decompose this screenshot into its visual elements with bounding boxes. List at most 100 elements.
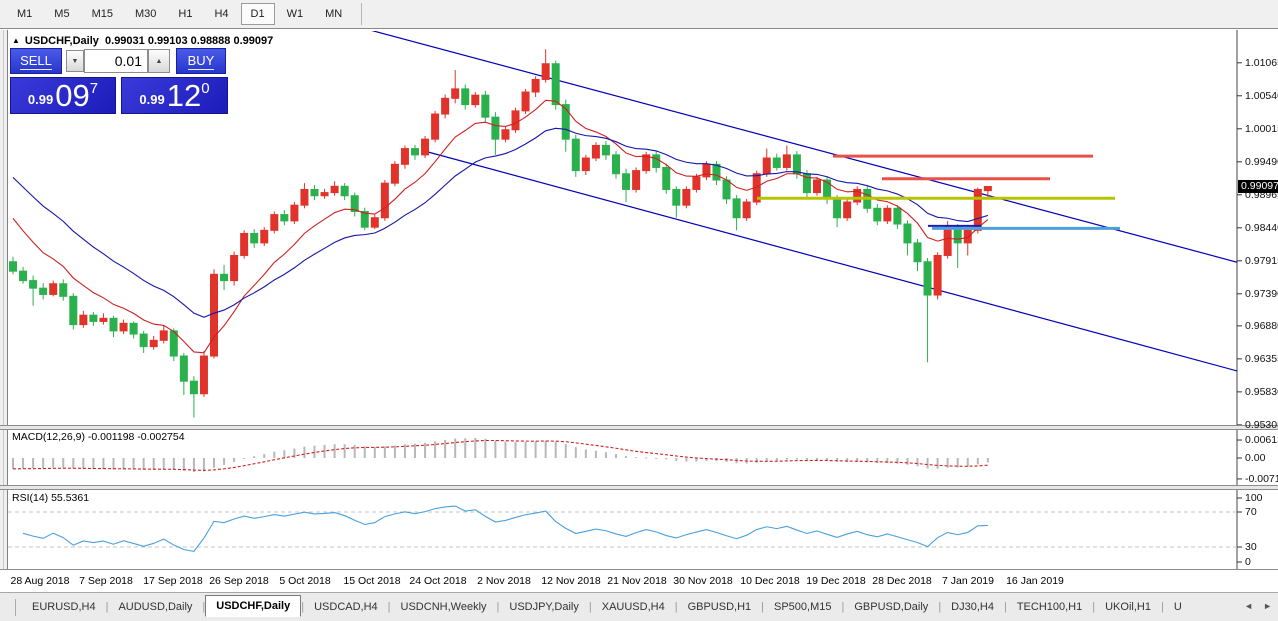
tab-u[interactable]: U — [1173, 601, 1182, 613]
macd-tick: 0.00 — [1245, 452, 1266, 464]
rsi-indicator-label: RSI(14) 55.5361 — [12, 492, 90, 504]
chart-tab-bar: EURUSD,H4 | AUDUSD,Daily | USDCHF,Daily | USDC… — [0, 593, 1278, 621]
tab-separator: | — [761, 601, 764, 613]
date-tick: 2 Nov 2018 — [477, 575, 531, 587]
ma-fast-line — [12, 99, 989, 354]
chevron-up-icon: ▲ — [155, 57, 163, 65]
pane-divider-rsi[interactable] — [0, 485, 1278, 490]
date-tick: 30 Nov 2018 — [673, 575, 733, 587]
volume-input[interactable]: 0.01 — [84, 49, 148, 73]
price-tick: 1.00540 — [1245, 89, 1278, 102]
tab-separator: | — [301, 601, 305, 613]
one-click-trading-panel: SELL ▼ 0.01 ▲ BUY 0.99 09 7 0.99 12 0 — [10, 48, 234, 114]
date-axis: 28 Aug 2018 7 Sep 2018 17 Sep 2018 26 Sep 2… — [0, 570, 1278, 592]
main-price-pane — [9, 30, 1240, 418]
timeframe-m30[interactable]: M30 — [134, 8, 157, 20]
tab-separator: | — [387, 601, 391, 613]
tab-xauusd-h4[interactable]: XAUUSD,H4 — [601, 601, 665, 613]
buy-price-display[interactable]: 0.99 12 0 — [121, 77, 228, 114]
tab-usdcnh-weekly[interactable]: USDCNH,Weekly — [400, 601, 487, 613]
date-tick: 12 Nov 2018 — [541, 575, 601, 587]
chevron-down-icon: ▼ — [71, 57, 79, 65]
timeframe-h1[interactable]: H1 — [178, 8, 193, 20]
window-left-border — [0, 30, 8, 569]
tab-scroll-left-icon[interactable]: ◄ — [1244, 601, 1254, 611]
tab-separator: | — [496, 601, 500, 613]
timeframe-h4[interactable]: H4 — [214, 8, 229, 20]
chart-graphics[interactable] — [0, 30, 1278, 621]
buy-button[interactable]: BUY — [176, 48, 226, 74]
rsi-tick: 0 — [1245, 556, 1251, 568]
trendline-channel[interactable] — [370, 30, 1240, 372]
current-price-badge: 0.99097 — [1238, 180, 1278, 193]
date-tick: 21 Nov 2018 — [607, 575, 667, 587]
rsi-tick: 100 — [1245, 492, 1263, 504]
tab-eurusd-h4[interactable]: EURUSD,H4 — [32, 601, 96, 613]
sell-button[interactable]: SELL — [10, 48, 62, 74]
tab-tech100-h1[interactable]: TECH100,H1 — [1016, 601, 1083, 613]
tab-separator: | — [674, 601, 678, 613]
chart-ohlc-values: 0.99031 0.99103 0.98888 0.99097 — [105, 35, 274, 47]
tab-separator: | — [938, 601, 942, 613]
price-tick: 1.00015 — [1245, 122, 1278, 135]
timeframe-toolbar: M1 M5 M15 M30 H1 H4 D1 W1 MN — [0, 0, 1278, 29]
tab-usdcad-h4[interactable]: USDCAD,H4 — [314, 601, 378, 613]
toolbar-separator — [361, 3, 363, 25]
price-tick: 0.96355 — [1245, 352, 1278, 365]
tab-dj30-h4[interactable]: DJ30,H4 — [951, 601, 994, 613]
volume-decrease-button[interactable]: ▼ — [66, 50, 84, 72]
timeframe-m15[interactable]: M15 — [91, 8, 113, 20]
macd-indicator-label: MACD(12,26,9) -0.001198 -0.002754 — [12, 431, 185, 443]
date-tick: 26 Sep 2018 — [209, 575, 269, 587]
date-tick: 24 Oct 2018 — [409, 575, 467, 587]
tab-separator: | — [1160, 601, 1164, 613]
tab-separator: | — [841, 601, 845, 613]
tab-gbpusd-h1[interactable]: GBPUSD,H1 — [687, 601, 752, 613]
tab-stub — [10, 598, 16, 616]
timeframe-d1[interactable]: D1 — [240, 3, 275, 25]
collapse-panel-icon[interactable]: ▲ — [12, 36, 20, 45]
sell-button-label: SELL — [20, 52, 52, 70]
timeframe-m5[interactable]: M5 — [54, 8, 70, 20]
timeframe-m1[interactable]: M1 — [17, 8, 33, 20]
tab-ukoil-h1[interactable]: UKOil,H1 — [1105, 601, 1151, 613]
date-tick: 16 Jan 2019 — [1006, 575, 1064, 587]
timeframe-w1[interactable]: W1 — [286, 8, 304, 20]
macd-tick: 0.006137 — [1245, 434, 1278, 447]
tab-audusd-daily[interactable]: AUDUSD,Daily — [118, 601, 193, 613]
tab-gbpusd-daily[interactable]: GBPUSD,Daily — [854, 601, 929, 613]
sell-price-display[interactable]: 0.99 09 7 — [10, 77, 116, 114]
pane-divider-macd[interactable] — [0, 425, 1278, 430]
tab-usdchf-daily[interactable]: USDCHF,Daily — [205, 595, 302, 617]
rsi-tick: 30 — [1245, 541, 1257, 553]
buy-price-small: 0.99 — [139, 92, 165, 107]
tab-separator: | — [105, 601, 109, 613]
rsi-line — [22, 505, 988, 552]
date-tick: 10 Dec 2018 — [740, 575, 800, 587]
rsi-tick: 70 — [1245, 506, 1257, 518]
price-tick: 0.97915 — [1245, 254, 1278, 267]
date-tick: 28 Dec 2018 — [872, 575, 932, 587]
tab-sp500-m15[interactable]: SP500,M15 — [774, 601, 832, 613]
tab-usdjpy-daily[interactable]: USDJPY,Daily — [509, 601, 579, 613]
price-tick: 0.95305 — [1245, 418, 1278, 431]
volume-increase-button[interactable]: ▲ — [148, 49, 170, 73]
tab-scroll-right-icon[interactable]: ► — [1263, 601, 1272, 611]
chart-canvas[interactable] — [0, 30, 1278, 621]
macd-pane — [12, 437, 989, 473]
buy-button-label: BUY — [187, 52, 215, 70]
date-tick: 5 Oct 2018 — [279, 575, 331, 587]
pane-divider-bottom — [0, 569, 1278, 570]
buy-price-big: 12 — [166, 78, 202, 113]
timeframe-mn[interactable]: MN — [325, 8, 343, 20]
date-tick: 7 Jan 2019 — [942, 575, 994, 587]
horizontal-level-lines[interactable] — [757, 154, 1120, 230]
tab-separator: | — [202, 601, 206, 613]
date-axis-border — [0, 592, 1278, 593]
volume-value: 0.01 — [114, 53, 142, 69]
